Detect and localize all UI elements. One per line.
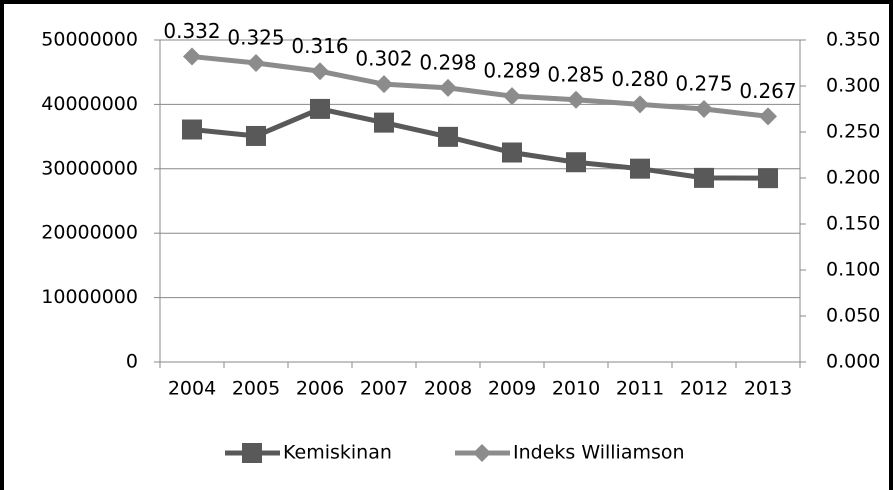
value-label: 0.267 <box>739 79 796 103</box>
y2-tick-label: 0.250 <box>826 121 880 143</box>
x-tick-label: 2006 <box>296 378 344 400</box>
value-label: 0.316 <box>291 34 348 58</box>
y-tick-label: 30000000 <box>41 157 138 179</box>
data-point <box>438 126 458 147</box>
legend-marker <box>242 443 262 463</box>
legend-label: Kemiskinan <box>283 442 392 464</box>
data-point <box>695 100 713 118</box>
y-tick-label: 10000000 <box>41 286 138 308</box>
y-tick-label: 40000000 <box>41 93 138 115</box>
value-label: 0.280 <box>611 67 668 91</box>
data-point <box>759 107 777 126</box>
data-point <box>758 168 778 189</box>
data-point <box>310 98 330 119</box>
x-tick-label: 2010 <box>552 378 600 400</box>
data-point <box>247 54 265 72</box>
y-tick-label: 50000000 <box>41 29 138 51</box>
y2-tick-label: 0.350 <box>826 29 880 51</box>
x-tick-label: 2009 <box>488 378 536 400</box>
legend-marker <box>473 444 491 462</box>
y2-tick-label: 0.150 <box>826 213 880 235</box>
x-tick-label: 2011 <box>616 378 664 400</box>
y2-tick-label: 0.050 <box>826 305 880 327</box>
x-tick-label: 2008 <box>424 378 472 400</box>
data-point <box>375 75 393 94</box>
data-point <box>694 167 714 188</box>
x-tick-label: 2013 <box>744 378 792 400</box>
x-tick-label: 2012 <box>680 378 728 400</box>
legend-label: Indeks Williamson <box>513 442 685 464</box>
data-point <box>246 125 266 146</box>
y-tick-label: 20000000 <box>41 222 138 244</box>
value-label: 0.332 <box>163 19 220 43</box>
x-tick-label: 2007 <box>360 378 408 400</box>
series-line <box>191 106 769 181</box>
value-label: 0.275 <box>675 72 732 96</box>
value-label: 0.325 <box>227 26 284 50</box>
data-point <box>630 158 650 179</box>
data-point <box>182 119 202 140</box>
data-point <box>503 87 521 106</box>
value-label: 0.289 <box>483 59 540 83</box>
value-label: 0.285 <box>547 62 604 86</box>
y-tick-label: 0 <box>126 351 138 373</box>
x-tick-label: 2005 <box>232 378 280 400</box>
value-label: 0.298 <box>419 50 476 74</box>
data-point <box>439 78 457 97</box>
value-label: 0.302 <box>355 47 412 71</box>
data-point <box>502 142 522 163</box>
data-point <box>567 90 585 109</box>
x-tick-label: 2004 <box>168 378 216 400</box>
data-point <box>311 62 329 81</box>
y2-tick-label: 0.200 <box>826 167 880 189</box>
data-point <box>566 152 586 173</box>
series-line <box>191 54 769 119</box>
data-point <box>183 47 201 66</box>
data-point <box>631 95 649 114</box>
y2-tick-label: 0.100 <box>826 259 880 281</box>
y2-tick-label: 0.300 <box>826 75 880 97</box>
data-point <box>374 112 394 133</box>
y2-tick-label: 0.000 <box>826 351 880 373</box>
